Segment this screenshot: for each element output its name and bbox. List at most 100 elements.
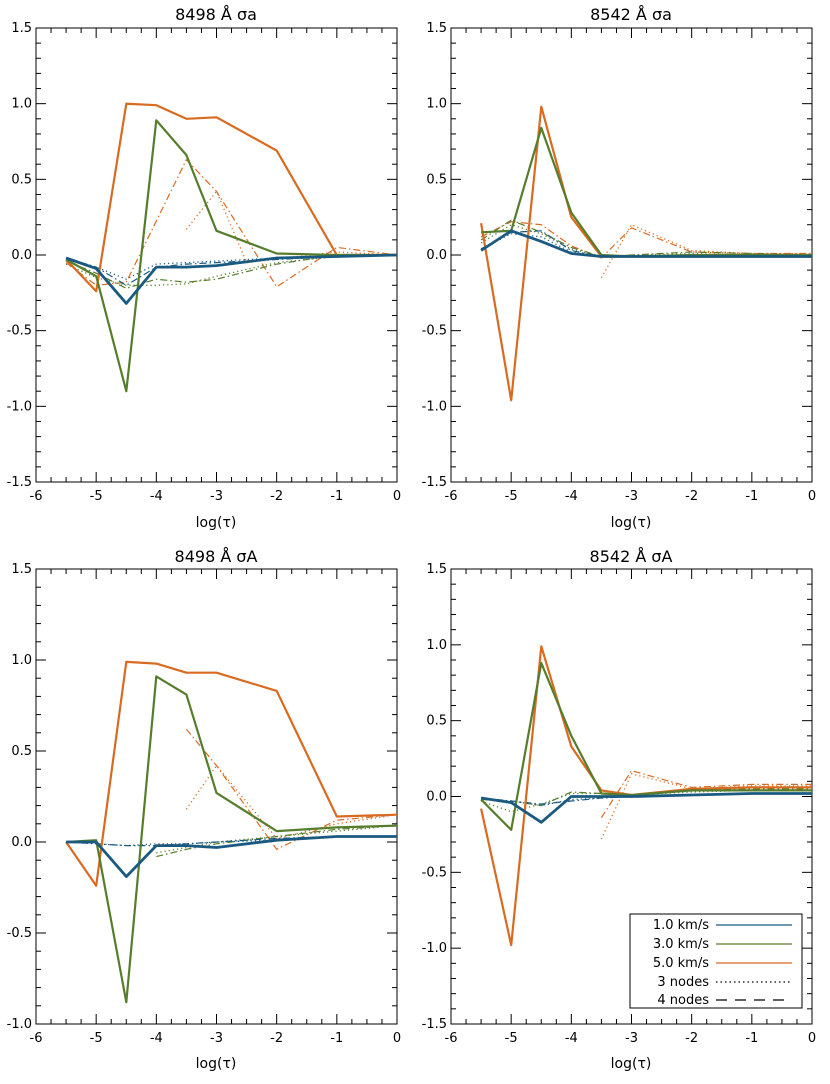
y-tick-label: 0.5	[426, 714, 447, 729]
y-tick-label: 0.5	[11, 744, 32, 759]
x-tick-label: 0	[393, 1031, 401, 1046]
x-tick-label: -4	[150, 489, 163, 504]
x-tick-label: -4	[150, 1031, 163, 1046]
x-tick-label: 0	[808, 1031, 816, 1046]
x-tick-label: 0	[808, 489, 816, 504]
axis-ticks: -6 -5 -4 -3 -2 -1 0 -1.0 -0.5 0.0 0.5 1.0 1.5	[7, 562, 402, 1046]
panel-8498-sigma-a: 8498 Å σa -6 -5 -4 -3 -2 -1 0 -1.5 -1.0 -0.5 0.0 0.…	[7, 5, 402, 531]
series-line-v3-solid	[66, 675, 398, 1004]
series-line-v5-dotted	[600, 224, 812, 279]
y-tick-label: 1.5	[11, 21, 32, 36]
x-tick-label: -5	[90, 1031, 103, 1046]
series-line-v5-dotted	[185, 764, 398, 840]
series-line-v5-dashdot	[480, 221, 812, 259]
x-tick-label: -6	[445, 1031, 458, 1046]
x-tick-label: -5	[505, 489, 518, 504]
panel-title: 8542 Å σA	[590, 547, 673, 566]
x-tick-label: -1	[330, 1031, 343, 1046]
series-line-v5-dotted	[600, 773, 812, 840]
series-line-v1-dashdot	[480, 230, 812, 258]
series-line-v1-dotted	[65, 254, 398, 280]
x-tick-label: -4	[565, 489, 578, 504]
x-tick-label: -5	[505, 1031, 518, 1046]
y-tick-label: -1.0	[422, 399, 447, 414]
x-axis-label: log(τ)	[611, 515, 652, 531]
y-tick-label: 1.5	[426, 562, 447, 577]
axis-ticks: -6 -5 -4 -3 -2 -1 0 -1.5 -1.0 -0.5 0.0 0.5 1.0 1.5	[7, 21, 402, 504]
x-axis-label: log(τ)	[196, 1056, 237, 1072]
legend-entry: 5.0 km/s	[653, 956, 792, 971]
y-tick-label: -1.0	[7, 1017, 32, 1032]
y-tick-label: 1.5	[426, 21, 447, 36]
series-line-v3-dotted	[156, 824, 398, 854]
series-layer	[480, 645, 812, 947]
series-layer	[65, 102, 398, 393]
series-line-v3-dotted	[480, 224, 812, 258]
plot-frame	[35, 568, 398, 1025]
x-axis-label: log(τ)	[196, 515, 237, 531]
y-tick-label: 0.0	[426, 790, 447, 805]
y-tick-label: 1.0	[11, 653, 32, 668]
legend-entry: 3.0 km/s	[653, 937, 792, 952]
series-line-v5-dashdot	[185, 728, 398, 850]
series-line-v5-solid	[65, 660, 398, 887]
series-line-v3-solid	[480, 661, 812, 832]
x-tick-label: -2	[270, 489, 283, 504]
series-layer	[480, 105, 813, 402]
x-tick-label: -2	[270, 1031, 283, 1046]
y-tick-label: -1.5	[422, 475, 447, 490]
y-tick-label: 1.5	[11, 562, 32, 577]
series-line-v1-dashdot	[65, 254, 398, 286]
y-tick-label: -1.5	[7, 475, 32, 490]
y-tick-label: 1.0	[11, 97, 32, 112]
series-line-v1-solid	[480, 229, 812, 258]
y-tick-label: -0.5	[7, 324, 32, 339]
legend-label: 5.0 km/s	[653, 956, 709, 971]
series-line-v5-dotted	[185, 190, 398, 264]
y-tick-label: 1.0	[426, 97, 447, 112]
panel-title: 8498 Å σA	[175, 547, 258, 566]
y-tick-label: 0.5	[426, 172, 447, 187]
y-tick-label: -0.5	[422, 324, 447, 339]
x-tick-label: -1	[745, 1031, 758, 1046]
x-tick-label: -3	[210, 489, 223, 504]
series-line-v3-dotted	[65, 254, 398, 286]
y-tick-label: -0.5	[422, 865, 447, 880]
y-tick-label: -1.0	[422, 941, 447, 956]
x-axis-label: log(τ)	[611, 1056, 652, 1072]
y-tick-label: 1.0	[426, 638, 447, 653]
legend-entry: 4 nodes	[657, 993, 792, 1008]
y-tick-label: 0.0	[11, 248, 32, 263]
y-tick-label: 0.5	[11, 172, 32, 187]
legend-label: 3 nodes	[657, 975, 709, 990]
x-tick-label: -3	[625, 1031, 638, 1046]
y-tick-label: 0.0	[426, 248, 447, 263]
legend-label: 4 nodes	[657, 993, 709, 1008]
y-tick-label: -0.5	[7, 926, 32, 941]
x-tick-label: -2	[685, 1031, 698, 1046]
x-tick-label: -6	[30, 1031, 43, 1046]
x-tick-label: -3	[210, 1031, 223, 1046]
series-line-v5-dashdot	[600, 770, 812, 819]
series-line-v5-dashdot	[65, 159, 398, 288]
x-tick-label: -6	[445, 489, 458, 504]
x-tick-label: -4	[565, 1031, 578, 1046]
y-tick-label: -1.5	[422, 1017, 447, 1032]
legend-entry: 3 nodes	[657, 975, 792, 990]
x-tick-label: -2	[685, 489, 698, 504]
legend-label: 3.0 km/s	[653, 937, 709, 952]
panel-title: 8498 Å σa	[175, 5, 257, 24]
panel-8542-sigma-A: 8542 Å σA -6 -5 -4 -3 -2 -1 0 -1.5 -1.0 -0.5 0.0 0.…	[422, 547, 817, 1072]
legend: 1.0 km/s 3.0 km/s 5.0 km/s 3 nodes 4 nod…	[629, 913, 803, 1009]
series-line-v3-solid	[481, 126, 812, 258]
axis-ticks: -6 -5 -4 -3 -2 -1 0 -1.5 -1.0 -0.5 0.0 0.5 1.0 1.5	[422, 562, 817, 1046]
series-line-v3-solid	[65, 119, 397, 393]
series-line-v1-solid	[480, 792, 812, 824]
x-tick-label: -3	[625, 489, 638, 504]
legend-entry: 1.0 km/s	[653, 918, 792, 933]
y-tick-label: -1.0	[7, 399, 32, 414]
legend-label: 1.0 km/s	[653, 918, 709, 933]
panel-8498-sigma-A: 8498 Å σA -6 -5 -4 -3 -2 -1 0 -1.0 -0.5 0.0 0.5 1.0…	[7, 547, 402, 1072]
series-line-v1-solid	[66, 835, 397, 878]
x-tick-label: 0	[393, 489, 401, 504]
